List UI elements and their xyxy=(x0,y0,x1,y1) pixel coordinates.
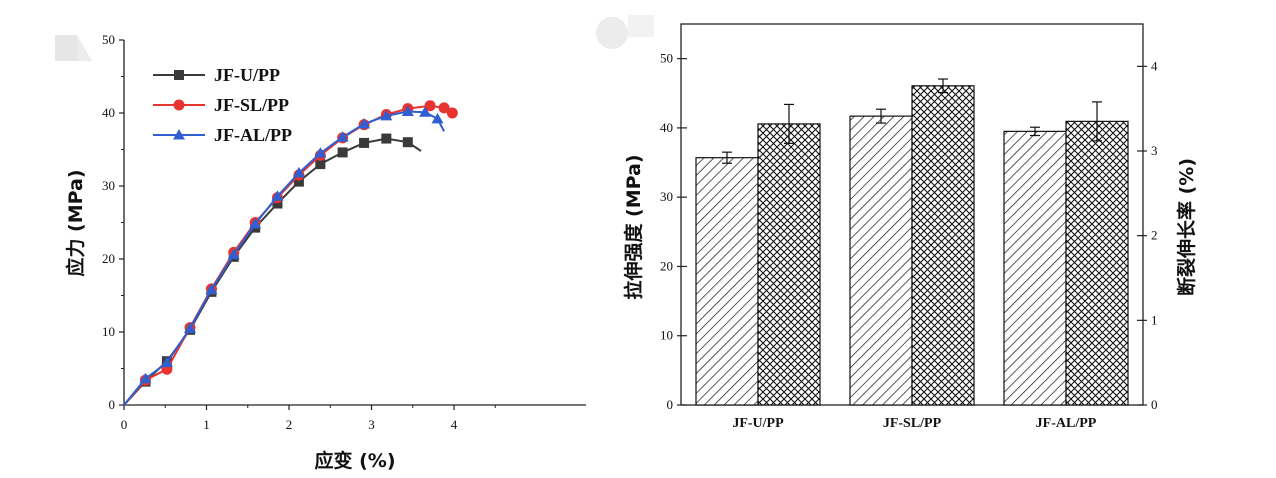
bar-group xyxy=(695,78,1129,406)
legend-item: JF-AL/PP xyxy=(153,125,292,145)
y-tick-label: 0 xyxy=(667,397,674,412)
y-tick-label: 30 xyxy=(102,178,115,193)
x-tick-label: 4 xyxy=(451,417,458,432)
left-y-axis-title: 拉伸强度 (MPa) xyxy=(622,154,645,299)
data-point xyxy=(293,176,304,187)
series-JF-AL/PP xyxy=(123,105,445,406)
y-tick-label: 0 xyxy=(109,397,116,412)
legend-item: JF-SL/PP xyxy=(153,95,289,115)
x-axis-title: 应变 (%) xyxy=(314,449,395,472)
category-label: JF-AL/PP xyxy=(1036,416,1097,431)
bar-group-JF-U/PP xyxy=(695,103,821,406)
watermark-right xyxy=(596,15,654,49)
data-point xyxy=(292,166,305,178)
data-point xyxy=(358,117,371,129)
elongation-bar xyxy=(911,85,975,406)
data-point xyxy=(205,283,218,295)
data-point xyxy=(402,137,413,148)
y-tick-label: 20 xyxy=(102,251,115,266)
tensile-strength-bar xyxy=(849,115,913,406)
data-point xyxy=(160,356,173,368)
data-point xyxy=(446,107,458,119)
right-y-axis-title: 断裂伸长率 (%) xyxy=(1175,158,1198,296)
category-label: JF-SL/PP xyxy=(883,416,942,431)
legend-label: JF-U/PP xyxy=(214,65,280,85)
x-tick-label: 3 xyxy=(368,417,375,432)
y-axis-title: 应力 (MPa) xyxy=(64,169,87,276)
watermark-left xyxy=(55,35,92,61)
data-point xyxy=(272,198,283,209)
data-point xyxy=(337,147,348,158)
stress-strain-chart: 0 10 20 30 40 50 0 1 2 3 4 JF-U/PP JF-SL/PP JF-AL/PP… xyxy=(64,32,586,472)
data-point xyxy=(227,248,240,260)
data-point xyxy=(336,131,349,142)
y-tick-label: 30 xyxy=(660,189,673,204)
x-tick-label: 1 xyxy=(203,417,210,432)
data-point xyxy=(431,112,444,124)
data-point xyxy=(359,137,370,148)
y-tick-label: 20 xyxy=(660,258,673,273)
legend-marker xyxy=(173,99,185,111)
y-tick-label: 10 xyxy=(102,324,115,339)
series-line xyxy=(123,104,453,406)
legend: JF-U/PP JF-SL/PP JF-AL/PP xyxy=(153,65,292,145)
y2-tick-label: 1 xyxy=(1151,312,1158,327)
elongation-bar xyxy=(1065,120,1129,406)
data-point xyxy=(419,106,432,117)
y2-tick-label: 0 xyxy=(1151,397,1158,412)
data-point xyxy=(249,217,262,229)
legend-label: JF-SL/PP xyxy=(214,95,289,115)
data-point xyxy=(381,133,392,144)
bar-group-JF-SL/PP xyxy=(849,78,975,406)
elongation-bar xyxy=(757,123,821,406)
left-series-group xyxy=(123,100,458,406)
right-tick-labels: 0 10 20 30 40 50 0 1 2 3 4 JF-U/PP JF-SL/PP JF-AL/PP xyxy=(660,51,1158,431)
data-point xyxy=(401,105,414,117)
tensile-strength-bar xyxy=(695,157,759,406)
y-tick-label: 50 xyxy=(102,32,115,47)
data-point xyxy=(271,190,284,201)
bar-group-JF-AL/PP xyxy=(1003,101,1129,406)
category-label: JF-U/PP xyxy=(732,416,784,431)
y2-tick-label: 3 xyxy=(1151,143,1158,158)
tensile-strength-bar xyxy=(1003,130,1067,406)
x-tick-label: 2 xyxy=(286,417,293,432)
data-point xyxy=(315,159,326,170)
y-tick-label: 40 xyxy=(102,105,115,120)
x-tick-label: 0 xyxy=(121,417,128,432)
y-tick-label: 50 xyxy=(660,51,673,66)
data-point xyxy=(424,100,436,112)
data-point xyxy=(380,109,393,121)
data-point xyxy=(438,102,450,114)
legend-marker xyxy=(174,70,184,80)
data-point xyxy=(184,322,196,333)
y2-tick-label: 2 xyxy=(1151,228,1158,243)
data-point xyxy=(139,372,152,384)
left-axes xyxy=(119,39,586,410)
y2-tick-label: 4 xyxy=(1151,58,1158,73)
legend-marker xyxy=(173,129,185,140)
left-tick-labels: 0 10 20 30 40 50 0 1 2 3 4 xyxy=(102,32,458,432)
y-tick-label: 10 xyxy=(660,328,673,343)
legend-item: JF-U/PP xyxy=(153,65,280,85)
data-point xyxy=(314,147,327,158)
y-tick-label: 40 xyxy=(660,120,673,135)
legend-label: JF-AL/PP xyxy=(214,125,292,145)
